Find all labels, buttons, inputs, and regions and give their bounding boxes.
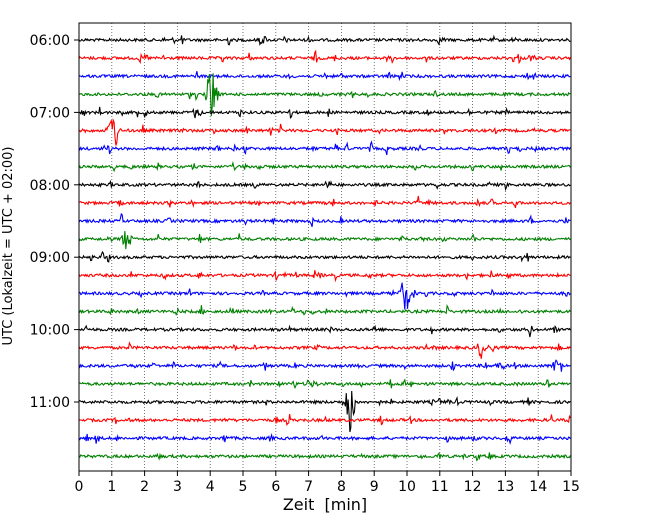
x-axis-label: Zeit [min]	[283, 495, 367, 514]
trace-line-14	[78, 282, 571, 310]
trace-line-22	[78, 432, 571, 445]
trace-line-21	[78, 414, 571, 427]
y-axis-ticks: 06:00 07:00 08:00 09:00 10:00 11:00	[30, 33, 79, 411]
x-tick-label: 8	[337, 479, 346, 495]
y-axis-label: UTC (Lokalzeit = UTC + 02:00)	[1, 147, 16, 346]
x-tick-label: 7	[304, 479, 313, 495]
x-tick-label: 3	[173, 479, 182, 495]
x-tick-label: 9	[370, 479, 379, 495]
y-tick-label: 06:00	[30, 33, 70, 49]
trace-line-23	[78, 452, 571, 462]
trace-line-4	[78, 106, 571, 119]
trace-line-11	[78, 231, 571, 250]
x-tick-label: 15	[562, 479, 580, 495]
y-tick-label: 10:00	[30, 323, 70, 339]
trace-line-20	[78, 390, 571, 433]
y-tick-label: 08:00	[30, 178, 70, 194]
y-tick-label: 11:00	[30, 395, 70, 411]
trace-line-18	[78, 359, 571, 372]
grid-lines	[78, 23, 572, 471]
x-tick-label: 6	[271, 479, 280, 495]
trace-lines	[78, 34, 571, 462]
trace-line-2	[78, 71, 571, 82]
x-tick-label: 1	[107, 479, 116, 495]
y-tick-label: 09:00	[30, 250, 70, 266]
trace-line-13	[78, 270, 571, 283]
trace-line-7	[78, 160, 571, 173]
trace-line-0	[78, 34, 571, 46]
y-tick-label: 07:00	[30, 105, 70, 121]
trace-line-8	[78, 179, 571, 192]
trace-line-9	[79, 195, 571, 209]
trace-line-16	[78, 324, 571, 338]
plot-frame	[78, 22, 572, 472]
x-axis-ticks: 0 1 2 3 4 5 6 7 8 9 10 11 12 13 14 15	[75, 471, 580, 495]
trace-line-6	[78, 140, 571, 156]
x-tick-label: 5	[239, 479, 248, 495]
trace-line-15	[78, 303, 571, 316]
trace-line-17	[78, 341, 571, 359]
trace-line-12	[78, 250, 571, 263]
x-tick-label: 10	[398, 479, 416, 495]
x-tick-label: 0	[75, 479, 84, 495]
trace-line-19	[79, 378, 571, 390]
trace-line-3	[78, 73, 571, 117]
x-tick-label: 12	[464, 479, 482, 495]
x-tick-label: 2	[140, 479, 149, 495]
x-tick-label: 14	[529, 479, 547, 495]
x-tick-label: 13	[496, 479, 514, 495]
x-tick-label: 4	[206, 479, 215, 495]
x-tick-label: 11	[431, 479, 449, 495]
trace-line-10	[78, 212, 571, 227]
trace-line-1	[78, 49, 571, 65]
trace-line-5	[78, 118, 571, 146]
